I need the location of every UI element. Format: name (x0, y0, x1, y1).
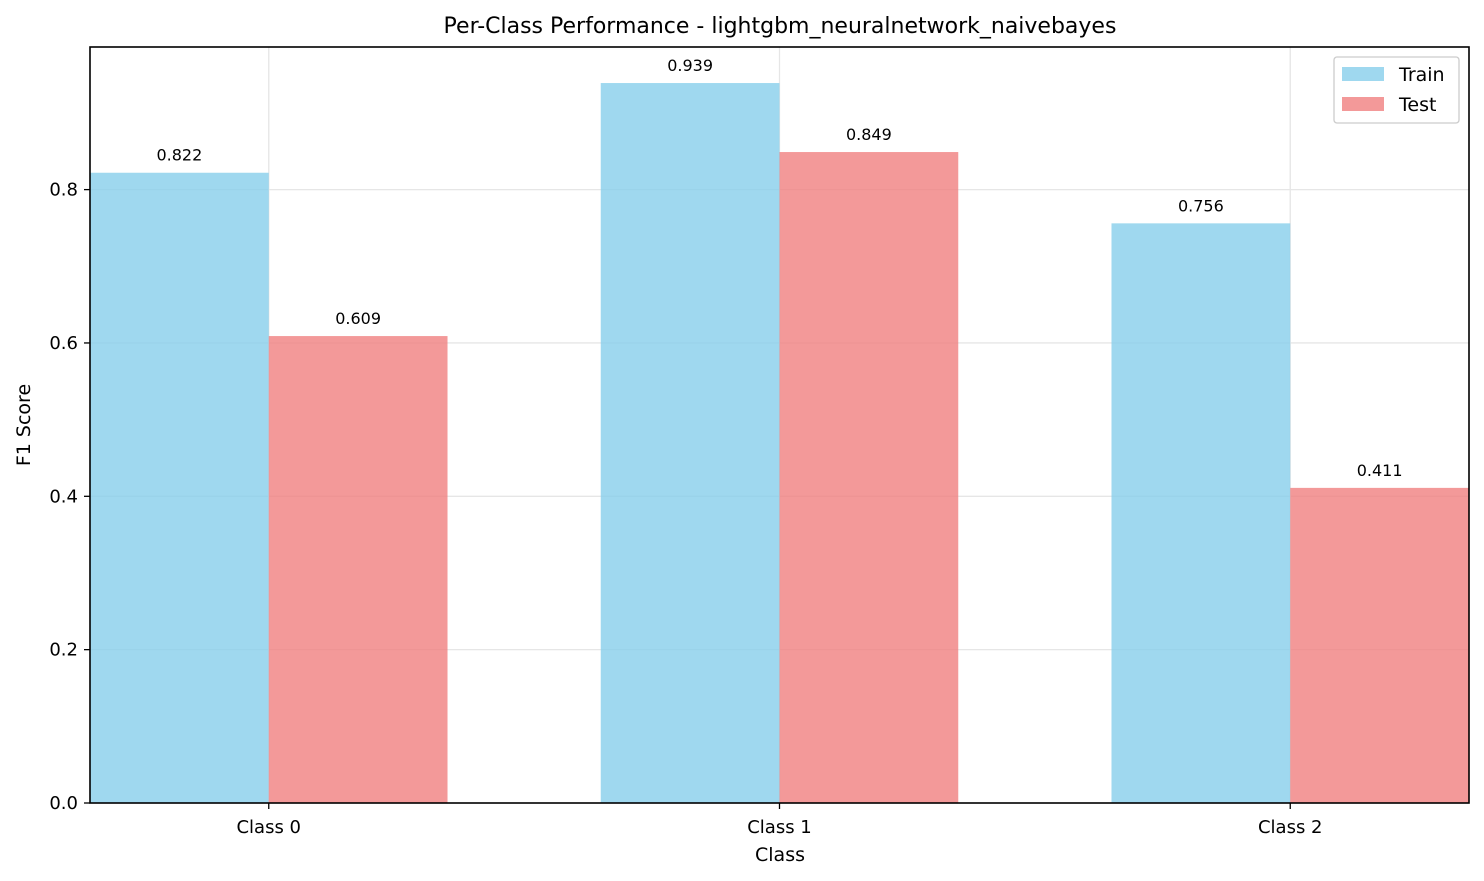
bar-value-label: 0.411 (1357, 461, 1403, 480)
y-tick-label: 0.6 (49, 333, 78, 354)
bars (90, 83, 1469, 804)
y-tick-label: 0.2 (49, 640, 78, 661)
bar-value-label: 0.822 (156, 146, 202, 165)
x-tick-label: Class 1 (747, 817, 812, 838)
bar-value-label: 0.849 (846, 125, 892, 144)
y-axis-label: F1 Score (13, 384, 35, 466)
bar-value-labels: 0.822 0.939 0.756 0.609 0.849 0.411 (156, 56, 1402, 480)
bar-value-label: 0.756 (1178, 196, 1224, 215)
legend-label-test: Test (1398, 94, 1436, 116)
bar-value-label: 0.609 (335, 309, 381, 328)
bar-train-2 (1111, 223, 1291, 803)
bar-test-2 (1290, 487, 1469, 803)
bar-value-label: 0.939 (667, 56, 713, 75)
y-tick-label: 0.0 (49, 793, 78, 814)
chart-title: Per-Class Performance - lightgbm_neuraln… (444, 14, 1117, 39)
legend: Train Test (1333, 56, 1460, 124)
x-axis-label: Class (755, 844, 805, 866)
legend-swatch-train (1342, 67, 1384, 81)
legend-label-train: Train (1398, 64, 1445, 86)
x-axis-ticks: Class 0 Class 1 Class 2 (236, 803, 1323, 838)
x-tick-label: Class 2 (1258, 817, 1323, 838)
bar-train-1 (600, 83, 780, 804)
bar-train-0 (90, 172, 269, 804)
legend-swatch-test (1342, 97, 1384, 111)
y-axis-ticks: 0.0 0.2 0.4 0.6 0.8 (49, 180, 90, 814)
x-tick-label: Class 0 (236, 817, 301, 838)
y-tick-label: 0.4 (49, 486, 78, 507)
bar-test-0 (268, 336, 448, 803)
y-tick-label: 0.8 (49, 180, 78, 201)
bar-test-1 (779, 152, 959, 803)
